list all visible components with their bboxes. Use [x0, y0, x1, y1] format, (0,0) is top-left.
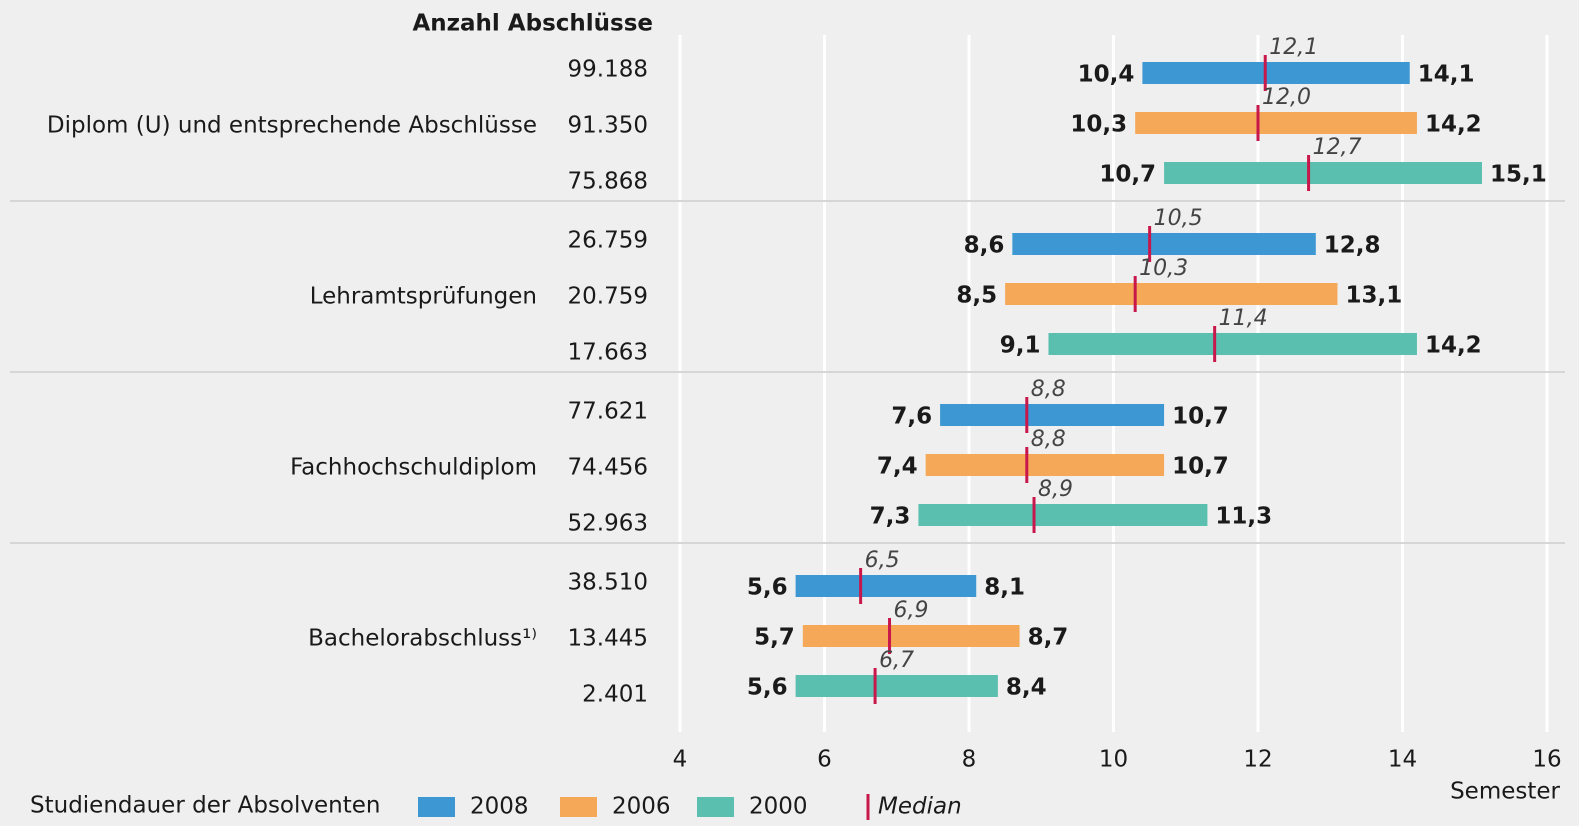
median-label: 11,4	[1219, 306, 1268, 331]
range-bar	[1164, 162, 1482, 184]
median-label: 10,3	[1139, 256, 1188, 281]
legend-title: Studiendauer der Absolventen	[30, 793, 380, 819]
legend-swatch	[560, 797, 597, 817]
count-label: 74.456	[568, 455, 648, 481]
count-label: 38.510	[568, 570, 648, 596]
range-bar	[1142, 62, 1410, 84]
low-label: 8,5	[956, 283, 997, 309]
legend-median-label: Median	[878, 794, 962, 820]
median-label: 10,5	[1154, 206, 1203, 231]
range-bar	[1135, 112, 1417, 134]
range-bar	[795, 675, 998, 697]
count-label: 91.350	[568, 113, 648, 139]
legend-label: 2000	[749, 794, 808, 820]
x-tick-label: 10	[1099, 747, 1128, 773]
low-label: 5,6	[747, 675, 788, 701]
low-label: 7,3	[870, 504, 911, 530]
median-label: 6,7	[879, 648, 914, 673]
range-bar	[925, 454, 1165, 476]
category-label: Lehramtsprüfungen	[310, 284, 537, 310]
low-label: 7,6	[891, 404, 932, 430]
low-label: 5,7	[754, 625, 795, 651]
high-label: 14,2	[1425, 112, 1482, 138]
low-label: 8,6	[964, 233, 1005, 259]
high-label: 8,4	[1006, 675, 1047, 701]
count-label: 13.445	[568, 626, 648, 652]
legend-label: 2006	[612, 794, 671, 820]
range-bar	[1048, 333, 1417, 355]
range-bar	[802, 625, 1020, 647]
low-label: 7,4	[877, 454, 918, 480]
high-label: 10,7	[1172, 454, 1229, 480]
count-label: 2.401	[582, 682, 648, 708]
count-label: 20.759	[568, 284, 648, 310]
category-label: Diplom (U) und entsprechende Abschlüsse	[47, 113, 537, 139]
category-label: Bachelorabschluss¹⁾	[308, 626, 537, 652]
x-tick-label: 8	[962, 747, 977, 773]
median-label: 12,1	[1269, 35, 1318, 60]
median-label: 8,8	[1031, 377, 1066, 402]
high-label: 15,1	[1490, 162, 1547, 188]
range-bar	[1005, 283, 1338, 305]
low-label: 10,4	[1078, 62, 1135, 88]
high-label: 14,2	[1425, 333, 1482, 359]
high-label: 11,3	[1215, 504, 1272, 530]
count-label: 77.621	[568, 399, 648, 425]
x-tick-label: 16	[1532, 747, 1561, 773]
x-tick-label: 12	[1243, 747, 1272, 773]
low-label: 10,7	[1099, 162, 1156, 188]
x-tick-label: 4	[673, 747, 688, 773]
median-label: 8,8	[1031, 427, 1066, 452]
x-axis-label: Semester	[1450, 779, 1560, 805]
high-label: 14,1	[1418, 62, 1475, 88]
median-label: 6,5	[865, 548, 900, 573]
high-label: 8,1	[984, 575, 1025, 601]
count-label: 75.868	[568, 169, 648, 195]
count-label: 52.963	[568, 511, 648, 537]
low-label: 10,3	[1070, 112, 1127, 138]
count-label: 26.759	[568, 228, 648, 254]
legend-swatch	[418, 797, 455, 817]
legend-swatch	[697, 797, 734, 817]
range-bar	[795, 575, 977, 597]
median-label: 12,7	[1313, 135, 1362, 160]
high-label: 8,7	[1028, 625, 1069, 651]
column-header: Anzahl Abschlüsse	[412, 11, 653, 37]
legend-label: 2008	[470, 794, 529, 820]
low-label: 9,1	[1000, 333, 1041, 359]
high-label: 13,1	[1345, 283, 1402, 309]
range-bar	[918, 504, 1208, 526]
category-label: Fachhochschuldiplom	[290, 455, 537, 481]
high-label: 12,8	[1324, 233, 1381, 259]
median-label: 6,9	[894, 598, 929, 623]
range-bar	[940, 404, 1165, 426]
count-label: 99.188	[568, 57, 648, 83]
x-tick-label: 6	[817, 747, 832, 773]
range-bar	[1012, 233, 1316, 255]
low-label: 5,6	[747, 575, 788, 601]
median-label: 8,9	[1038, 477, 1073, 502]
high-label: 10,7	[1172, 404, 1229, 430]
x-tick-label: 14	[1388, 747, 1417, 773]
median-label: 12,0	[1262, 85, 1311, 110]
count-label: 17.663	[568, 340, 648, 366]
